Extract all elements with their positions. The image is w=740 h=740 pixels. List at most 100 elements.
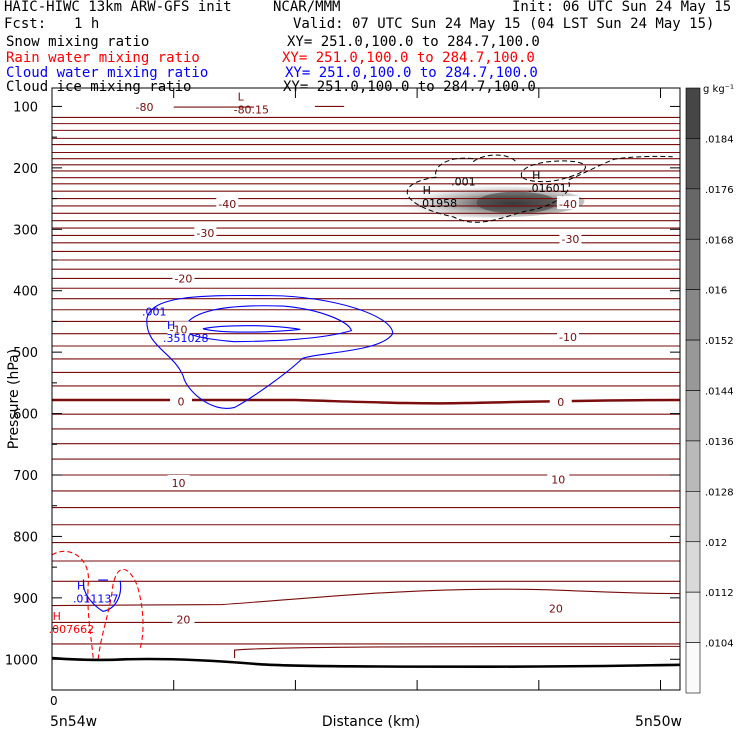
isotherm-labels: -80 -40 -40 -30 -30 -20 -10 -10 0 0 10 10 20 20 .001 .0… [133, 99, 582, 626]
colorbar-tick-label: .0136 [705, 437, 734, 448]
extremum-symbol: L [238, 90, 245, 103]
colorbar-tick-label: .0104 [705, 639, 734, 650]
x-axis-label: Distance (km) [322, 714, 420, 730]
y-tick-label: 600 [13, 408, 38, 423]
extremum-symbol: H [532, 169, 540, 182]
y-tick-label: 700 [13, 469, 38, 484]
extremum-symbol: H [423, 184, 431, 197]
terrain-line [51, 656, 681, 668]
colorbar-tick-label: .0168 [705, 235, 734, 246]
isotherm-label: -20 [174, 272, 192, 285]
cloud-water-contour-mid [183, 305, 353, 343]
isotherm-label-bg [172, 270, 195, 284]
cloud-water-contour-outer [146, 294, 394, 409]
isotherm-label: 20 [549, 602, 563, 615]
colorbar-swatch [685, 339, 701, 391]
isotherm-label-bg [549, 393, 572, 407]
y-tick-label: 500 [13, 346, 38, 361]
extremum-symbol: H [77, 579, 85, 592]
isotherm-label-bg [167, 474, 190, 488]
contour-label: .001 [451, 175, 476, 188]
colorbar-swatch [685, 390, 701, 442]
extremum-value: .01601 [528, 182, 567, 195]
isotherm-label-bg [557, 328, 580, 342]
colorbar-tick-label: .0184 [705, 134, 734, 145]
isotherm-label-bg [544, 600, 567, 614]
colorbar-unit: g kg⁻¹ [703, 84, 734, 95]
isotherm-label: -30 [196, 227, 214, 240]
cloud-water-contour-inner [202, 325, 301, 333]
isotherm-label: -30 [561, 233, 579, 246]
valid-time: Valid: 07 UTC Sun 24 May 15 (04 LST Sun … [293, 16, 715, 32]
extrema-markers: L-80.15H.01601H.01958H.351028H.011137H.0… [49, 90, 567, 636]
y-axis-label: Pressure (hPa) [6, 349, 22, 449]
colorbar-swatch [685, 87, 701, 139]
extremum-value: .007662 [49, 623, 95, 636]
colorbar-tick-label: .0128 [705, 487, 734, 498]
y-tick-label: 800 [13, 530, 38, 545]
field-label-cloud-water: Cloud water mixing ratio [6, 65, 209, 81]
isotherm-label: -10 [559, 331, 577, 344]
rain-water-contour-right [97, 568, 144, 660]
rain-water-contour-left [51, 550, 94, 660]
isotherm-label: -10 [170, 323, 188, 336]
isotherm-label-bg [170, 393, 193, 407]
colorbar-swatch [685, 238, 701, 290]
org-title: NCAR/MMM [273, 0, 341, 15]
isotherm-label-bg [557, 196, 580, 210]
plot-frame [51, 87, 681, 691]
colorbar-tick-label: .016 [705, 286, 727, 297]
x-endpoint-right: 5n50w [635, 714, 682, 730]
field-xy-rain: XY= 251.0,100.0 to 284.7,100.0 [282, 50, 535, 66]
isotherm-label: -80 [136, 101, 154, 114]
colorbar-swatch [685, 642, 701, 694]
cloud-water-contour-low [82, 579, 122, 612]
isotherm-label-bg [194, 224, 217, 238]
x-endpoint-left: 5n54w [50, 714, 97, 730]
snow-contour-inner [521, 160, 586, 183]
isotherm-label-bg [133, 99, 156, 113]
field-label-rain: Rain water mixing ratio [6, 50, 200, 66]
snow-shading-core [476, 191, 557, 214]
field-xy-cloud-ice: XY= 251.0,100.0 to 284.7,100.0 [283, 79, 536, 95]
y-tick-label: 300 [13, 223, 38, 238]
isotherm-line [52, 398, 681, 405]
x-tick-label: 0 [50, 694, 58, 708]
isotherm-label: 0 [178, 395, 185, 408]
axes: 10020030040050060070080090010000Distance… [5, 88, 682, 730]
plot-border [51, 87, 681, 691]
forecast-hours: 1 h [74, 16, 100, 32]
extremum-value: .01958 [419, 197, 458, 210]
extremum-value: .011137 [73, 592, 119, 605]
colorbar-tick-label: .0176 [705, 185, 734, 196]
colorbar-swatch [685, 188, 701, 240]
isotherm-label-bg [167, 321, 190, 335]
isotherm-label: -40 [559, 198, 577, 211]
snow-contour-cap [472, 154, 518, 164]
colorbar-swatch [685, 591, 701, 643]
colorbar-tick-label: .0152 [705, 336, 734, 347]
isotherm-label: 10 [172, 477, 186, 490]
field-xy-cloud-water: XY= 251.0,100.0 to 284.7,100.0 [285, 65, 538, 81]
extremum-symbol: H [53, 610, 61, 623]
field-label-snow: Snow mixing ratio [6, 34, 150, 50]
extremum-value: -80.15 [234, 103, 269, 116]
colorbar-swatch [685, 138, 701, 190]
isotherm-label: 0 [557, 396, 564, 409]
isotherm-label-bg [172, 611, 195, 625]
y-tick-label: 400 [13, 285, 38, 300]
isotherm-line [51, 588, 681, 607]
init-time: Init: 06 UTC Sun 24 May 15 [512, 0, 732, 15]
field-label-cloud-ice: Cloud ice mixing ratio [6, 79, 192, 95]
field-xy-snow: XY= 251.0,100.0 to 284.7,100.0 [287, 34, 540, 50]
temperature-isotherms [51, 105, 681, 659]
terrain-surface [51, 656, 681, 668]
colorbar-tick-label: .012 [705, 538, 727, 549]
isotherm-label-bg [547, 471, 570, 485]
y-tick-label: 1000 [5, 653, 38, 668]
extremum-value: .351028 [163, 332, 209, 345]
mixing-ratio-contours [51, 154, 673, 660]
colorbar-swatch [685, 541, 701, 593]
isotherm-label-bg [216, 196, 239, 210]
